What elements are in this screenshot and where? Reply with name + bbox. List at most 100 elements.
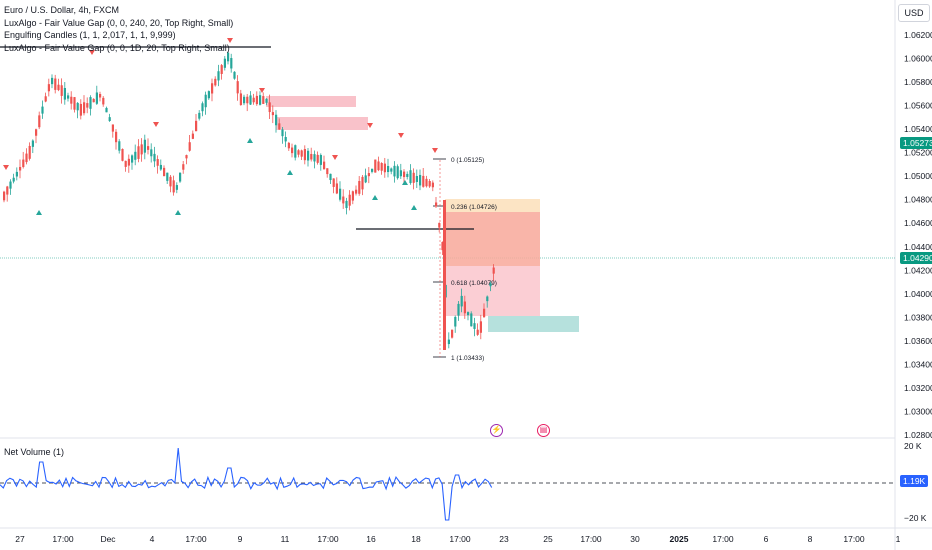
- candle-body: [262, 96, 265, 104]
- candle-body: [492, 267, 495, 274]
- candle-body: [415, 176, 418, 182]
- candle-body: [15, 171, 18, 177]
- fvg-bull-zone: [488, 316, 579, 332]
- time-axis-label: 8: [808, 534, 813, 544]
- fvg-bear-zone-2: [276, 117, 368, 130]
- candle-body: [259, 95, 262, 105]
- candle-body: [25, 153, 28, 163]
- fib-level-label: 0 (1.05125): [451, 157, 484, 164]
- price-tag-current: 1.04290: [900, 252, 932, 264]
- price-axis-label: 1.04400: [904, 242, 932, 252]
- candle-body: [355, 189, 358, 194]
- time-axis-label: 30: [630, 534, 640, 544]
- candle-body: [387, 165, 390, 173]
- candle-body: [9, 181, 12, 189]
- candle-body: [313, 154, 316, 162]
- lightning-icon[interactable]: ⚡: [490, 424, 503, 437]
- volume-panel-title[interactable]: Net Volume (1): [4, 447, 65, 457]
- price-axis-label: 1.05200: [904, 148, 932, 158]
- candle-body: [403, 171, 406, 178]
- indicator-engulfing[interactable]: Engulfing Candles (1, 1, 2,017, 1, 1, 9,…: [4, 30, 176, 40]
- triangle-up-icon: [175, 210, 181, 215]
- candle-body: [44, 96, 47, 102]
- candle-body: [451, 329, 454, 338]
- fib-level-label: 0.236 (1.04726): [451, 204, 497, 211]
- indicator-fvg-1d[interactable]: LuxAlgo - Fair Value Gap (0, 0, 1D, 20, …: [4, 42, 230, 53]
- candle-body: [92, 98, 95, 103]
- triangle-up-icon: [36, 210, 42, 215]
- candle-body: [156, 159, 159, 166]
- candle-body: [470, 313, 473, 327]
- volume-scale-bottom: −20 K: [904, 513, 927, 523]
- candle-body: [316, 154, 319, 163]
- candle-body: [483, 308, 486, 318]
- candle-body: [351, 191, 354, 201]
- candle-body: [191, 133, 194, 139]
- candle-body: [358, 181, 361, 194]
- candle-body: [105, 107, 108, 113]
- candle-body: [217, 71, 220, 81]
- candle-body: [393, 165, 396, 177]
- candle-body: [294, 145, 297, 158]
- candle-body: [67, 95, 70, 99]
- price-axis-label: 1.06000: [904, 54, 932, 64]
- time-axis-label: 11: [281, 534, 290, 544]
- candle-body: [441, 242, 444, 251]
- candle-body: [220, 65, 223, 74]
- time-axis-label: 23: [499, 534, 509, 544]
- triangle-down-icon: [367, 123, 373, 128]
- candle-body: [198, 112, 201, 119]
- candle-body: [207, 91, 210, 99]
- candle-body: [422, 175, 425, 187]
- candle-body: [95, 92, 98, 104]
- candle-body: [489, 283, 492, 287]
- candle-body: [19, 166, 22, 171]
- symbol-title[interactable]: Euro / U.S. Dollar, 4h, FXCM: [4, 5, 120, 15]
- time-axis-label: 25: [543, 534, 553, 544]
- triangle-up-icon: [372, 195, 378, 200]
- candle-body: [47, 84, 50, 92]
- candle-body: [54, 78, 57, 90]
- currency-button[interactable]: USD: [898, 4, 930, 22]
- candle-body: [195, 120, 198, 132]
- candle-body: [57, 84, 60, 91]
- triangle-down-icon: [3, 165, 9, 170]
- candle-body: [342, 196, 345, 204]
- triangle-down-icon: [398, 133, 404, 138]
- candle-body: [339, 188, 342, 200]
- indicator-fvg-240[interactable]: LuxAlgo - Fair Value Gap (0, 0, 240, 20,…: [4, 17, 234, 28]
- time-axis-label: 9: [238, 534, 243, 544]
- candle-body: [76, 102, 79, 111]
- candle-body: [182, 164, 185, 170]
- candle-body: [163, 167, 166, 177]
- candle-body: [236, 81, 239, 94]
- candle-body: [131, 155, 134, 163]
- candle-body: [287, 142, 290, 149]
- candle-body: [118, 141, 121, 151]
- us-flag-icon[interactable]: ▤: [537, 424, 550, 437]
- fib-zone-618-1: [445, 266, 540, 316]
- candle-body: [108, 117, 111, 122]
- candle-body: [28, 145, 31, 159]
- candle-body: [268, 102, 271, 113]
- time-axis-label: 2025: [670, 534, 689, 544]
- candle-body: [6, 186, 9, 195]
- candle-body: [371, 168, 374, 172]
- time-axis-label: 17:00: [317, 534, 339, 544]
- price-axis-label: 1.05400: [904, 124, 932, 134]
- candle-body: [102, 97, 105, 105]
- candle-body: [172, 180, 175, 193]
- candle-body: [137, 146, 140, 159]
- candle-body: [255, 95, 258, 105]
- volume-value-tag: 1.19K: [900, 475, 929, 487]
- candle-body: [41, 106, 44, 114]
- candle-body: [169, 176, 172, 187]
- candle-body: [406, 173, 409, 177]
- candle-body: [227, 52, 230, 62]
- candle-body: [31, 140, 34, 147]
- price-axis-label: 1.03000: [904, 406, 932, 416]
- candle-body: [22, 159, 25, 168]
- candle-body: [332, 178, 335, 187]
